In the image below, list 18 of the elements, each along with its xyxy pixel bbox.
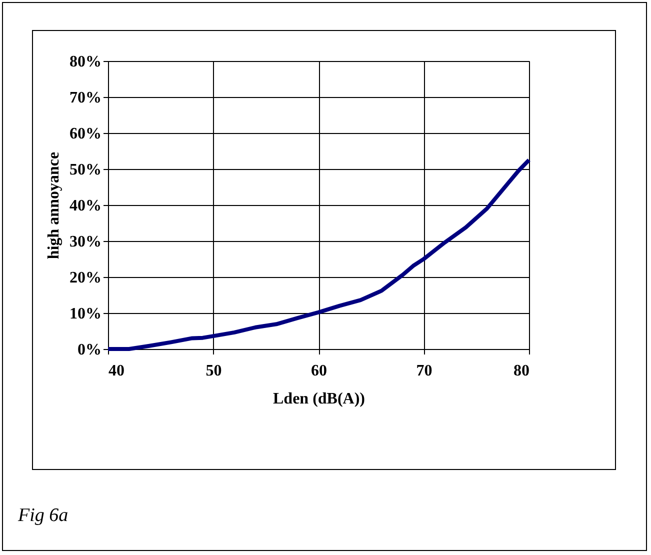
y-tick-label: 40%	[70, 198, 102, 214]
y-tick-label: 80%	[70, 54, 102, 70]
x-tick-label: 70	[416, 362, 432, 380]
y-tick-label: 10%	[70, 306, 102, 322]
x-tick-label: 80	[514, 362, 530, 380]
y-tick-label: 0%	[78, 342, 102, 358]
y-tick-label: 60%	[70, 126, 102, 142]
y-axis-title: high annoyance	[46, 152, 62, 260]
x-tick-label: 50	[206, 362, 222, 380]
x-axis-title: Lden (dB(A))	[272, 390, 366, 408]
y-tick-label: 30%	[70, 234, 102, 250]
y-tick-label: 50%	[70, 162, 102, 178]
y-tick-label: 70%	[70, 90, 102, 106]
y-tick-label: 20%	[70, 270, 102, 286]
line-series	[106, 158, 531, 351]
x-tick-label: 40	[108, 362, 124, 380]
x-tick-label: 60	[311, 362, 327, 380]
caption: Fig 6a	[18, 505, 68, 527]
